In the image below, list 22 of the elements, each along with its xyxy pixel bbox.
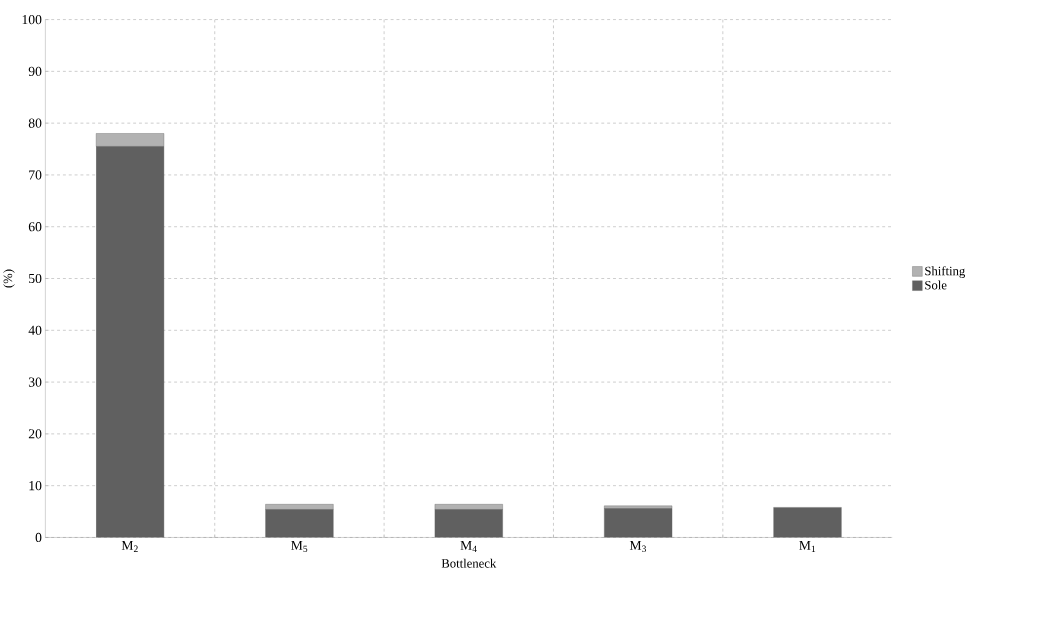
y-tick-label: 10 bbox=[29, 481, 42, 491]
y-tick-label: 20 bbox=[28, 429, 42, 439]
y-tick-label: 100 bbox=[22, 15, 42, 25]
legend-label: Sole bbox=[925, 280, 947, 290]
y-tick-label: 40 bbox=[28, 325, 42, 336]
y-tick-label: 80 bbox=[28, 118, 42, 128]
x-tick-label: M$_{3}$ bbox=[629, 541, 646, 553]
y-tick-label: 90 bbox=[28, 66, 42, 77]
x-tick-label: M$_{5}$ bbox=[291, 541, 308, 553]
y-tick-label: 50 bbox=[29, 274, 42, 284]
x-tick-label: M$_{2}$ bbox=[121, 541, 138, 553]
legend-label: Shifting bbox=[925, 266, 966, 279]
x-tick-label: M$_{4}$ bbox=[460, 541, 477, 553]
x-axis-title: Bottleneck bbox=[441, 558, 497, 568]
y-tick-label: 0 bbox=[35, 533, 42, 543]
bar bbox=[604, 508, 673, 538]
y-axis-title: (%) bbox=[3, 269, 15, 288]
y-tick-label: 30 bbox=[28, 377, 42, 387]
y-tick-label: 70 bbox=[29, 170, 42, 180]
x-tick-label: M$_{1}$ bbox=[799, 541, 816, 553]
y-tick-label: 60 bbox=[28, 222, 42, 232]
bar bbox=[773, 507, 842, 538]
